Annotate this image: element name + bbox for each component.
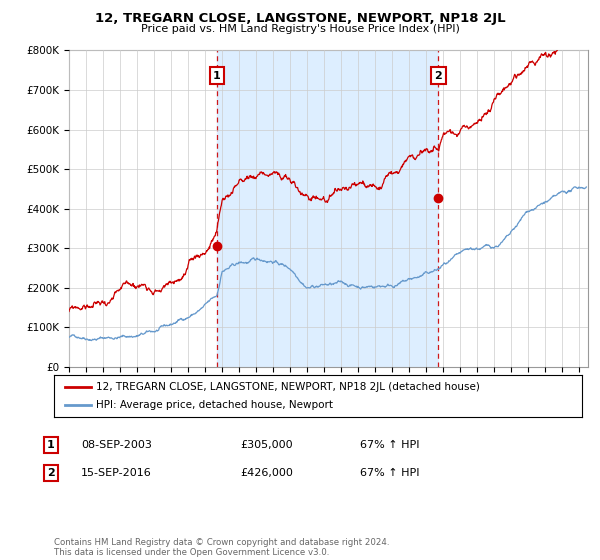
Text: 12, TREGARN CLOSE, LANGSTONE, NEWPORT, NP18 2JL (detached house): 12, TREGARN CLOSE, LANGSTONE, NEWPORT, N…: [96, 382, 480, 392]
Text: 1: 1: [47, 440, 55, 450]
Text: £426,000: £426,000: [240, 468, 293, 478]
Text: £305,000: £305,000: [240, 440, 293, 450]
Text: 15-SEP-2016: 15-SEP-2016: [81, 468, 152, 478]
Text: 1: 1: [213, 71, 221, 81]
Text: 67% ↑ HPI: 67% ↑ HPI: [360, 440, 419, 450]
Text: 2: 2: [47, 468, 55, 478]
Text: Contains HM Land Registry data © Crown copyright and database right 2024.
This d: Contains HM Land Registry data © Crown c…: [54, 538, 389, 557]
Text: 2: 2: [434, 71, 442, 81]
Text: 12, TREGARN CLOSE, LANGSTONE, NEWPORT, NP18 2JL: 12, TREGARN CLOSE, LANGSTONE, NEWPORT, N…: [95, 12, 505, 25]
Text: Price paid vs. HM Land Registry's House Price Index (HPI): Price paid vs. HM Land Registry's House …: [140, 24, 460, 34]
Text: HPI: Average price, detached house, Newport: HPI: Average price, detached house, Newp…: [96, 400, 333, 410]
Text: 08-SEP-2003: 08-SEP-2003: [81, 440, 152, 450]
Text: 67% ↑ HPI: 67% ↑ HPI: [360, 468, 419, 478]
Bar: [217, 50, 439, 367]
